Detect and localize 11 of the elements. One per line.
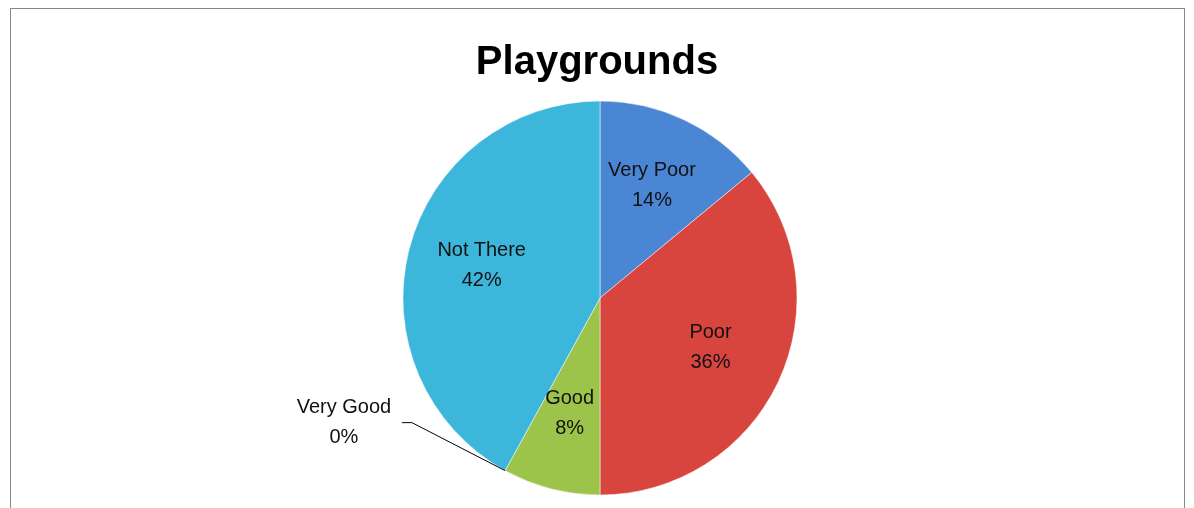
data-label: 36% (690, 350, 731, 372)
data-label: 14% (631, 187, 673, 210)
chart-title: Playgrounds (475, 38, 719, 82)
data-label: 42% (461, 267, 502, 290)
category-label: Very Good (296, 394, 392, 417)
slice-label: Good (545, 386, 595, 409)
data-label: 8% (555, 416, 585, 439)
slice-label: Not There (437, 237, 526, 260)
slice-label: Very Poor (608, 157, 697, 180)
slice-label: Poor (689, 320, 732, 342)
text: 0% (329, 424, 359, 447)
